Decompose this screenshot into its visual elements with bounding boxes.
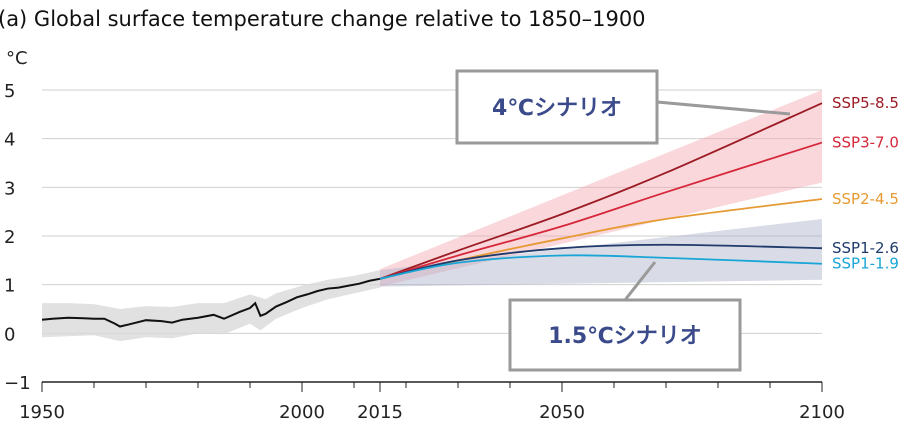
x-tick-label: 2050 — [539, 402, 585, 423]
callout-text: 4℃シナリオ — [492, 96, 622, 121]
y-axis-unit: °C — [6, 48, 28, 69]
callouts: 4℃シナリオ 1.5℃シナリオ — [455, 69, 791, 372]
callout-box — [508, 298, 742, 372]
range-band-2 — [380, 218, 822, 287]
series-line-ssp5-8-5 — [379, 102, 823, 280]
callout-pointer — [656, 100, 791, 116]
series-line-ssp3-7-0 — [379, 141, 823, 280]
y-tick-label: −1 — [4, 373, 31, 394]
historical-line — [41, 277, 381, 328]
series-label: SSP1-2.6 — [832, 239, 899, 257]
x-tick-label: 2100 — [799, 402, 845, 423]
y-tick-label: 0 — [4, 324, 15, 345]
series-line-ssp1-2-6 — [379, 243, 823, 280]
axes: −1 0 1 2 3 4 5 1950 2000 2015 2050 2100 — [4, 81, 845, 423]
series-label: SSP2-4.5 — [832, 190, 899, 208]
historical-range — [42, 270, 380, 342]
y-tick-label: 3 — [4, 178, 15, 199]
series-label: SSP1-1.9 — [832, 255, 899, 273]
x-tick-label: 2000 — [279, 402, 325, 423]
x-tick-label: 1950 — [19, 402, 65, 423]
callout-box — [455, 69, 659, 145]
y-tick-label: 5 — [4, 81, 15, 102]
chart-title: (a) Global surface temperature change re… — [0, 7, 646, 31]
y-tick-label: 2 — [4, 227, 15, 248]
range-band-1 — [380, 90, 822, 287]
y-tick-label: 1 — [4, 276, 15, 297]
series-lines — [41, 102, 823, 328]
callout-pointer — [623, 261, 657, 301]
x-tick-label: 2015 — [357, 402, 403, 423]
callout-text: 1.5℃シナリオ — [548, 324, 702, 349]
series-label: SSP5-8.5 — [832, 94, 899, 112]
series-line-ssp1-1-9 — [379, 254, 823, 280]
series-label: SSP3-7.0 — [832, 134, 899, 152]
y-tick-label: 4 — [4, 130, 15, 151]
uncertainty-bands — [42, 90, 822, 342]
